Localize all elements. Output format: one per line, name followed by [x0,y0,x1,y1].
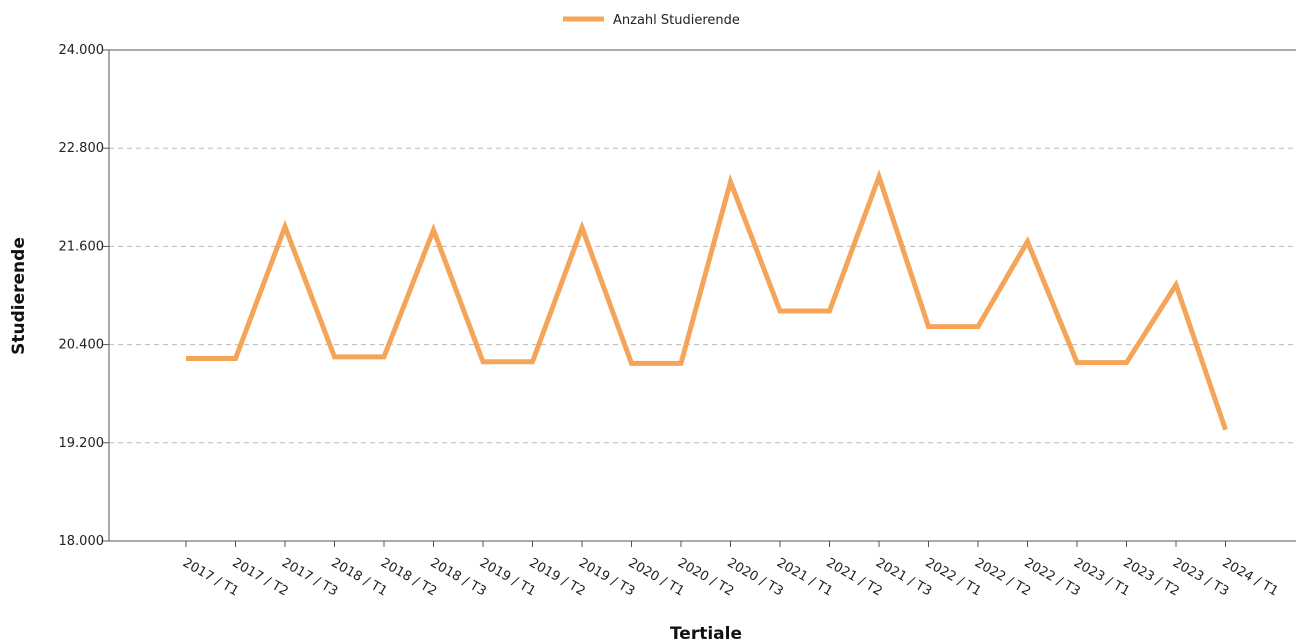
x-tick-label: 2021 / T3 [873,555,934,599]
x-tick-label: 2020 / T2 [675,555,736,599]
x-tick-label: 2017 / T1 [180,555,241,599]
y-tick-label: 21.600 [59,239,105,254]
x-tick-label: 2017 / T3 [279,555,340,599]
x-tick-label: 2021 / T2 [824,555,885,599]
series-group [185,169,1228,431]
x-tick-label: 2022 / T3 [1022,555,1083,599]
legend: Anzahl Studierende [563,13,740,28]
y-tick-label: 18.000 [59,534,105,549]
x-tick-label: 2019 / T2 [527,555,588,599]
x-tick-label: 2023 / T1 [1071,555,1132,599]
y-ticks: 18.000 19.200 20.400 21.600 22.800 24.000 [59,43,109,549]
x-tick-label: 2024 / T1 [1220,555,1281,599]
y-tick-label: 22.800 [59,141,105,156]
series-line [186,169,1228,431]
x-tick-label: 2018 / T1 [329,555,390,599]
y-tick-label: 24.000 [59,43,105,58]
x-tick-label: 2019 / T3 [576,555,637,599]
x-tick-label: 2017 / T2 [230,555,291,599]
x-tick-label: 2018 / T3 [428,555,489,599]
x-tick-label: 2019 / T1 [477,555,538,599]
x-tick-label: 2021 / T1 [774,555,835,599]
grid [109,49,1296,444]
y-axis-title: Studierende [9,237,29,355]
legend-label: Anzahl Studierende [613,13,740,28]
axes [108,50,1296,542]
x-tick-label: 2020 / T3 [725,555,786,599]
x-tick-label: 2022 / T1 [923,555,984,599]
x-tick-label: 2023 / T3 [1170,555,1231,599]
y-tick-label: 20.400 [59,338,105,353]
x-tick-label: 2023 / T2 [1121,555,1182,599]
x-tick-label: 2018 / T2 [378,555,439,599]
x-axis-title: Tertiale [670,624,742,644]
x-tick-label: 2020 / T1 [626,555,687,599]
x-tick-label: 2022 / T2 [972,555,1033,599]
y-tick-label: 19.200 [59,436,105,451]
